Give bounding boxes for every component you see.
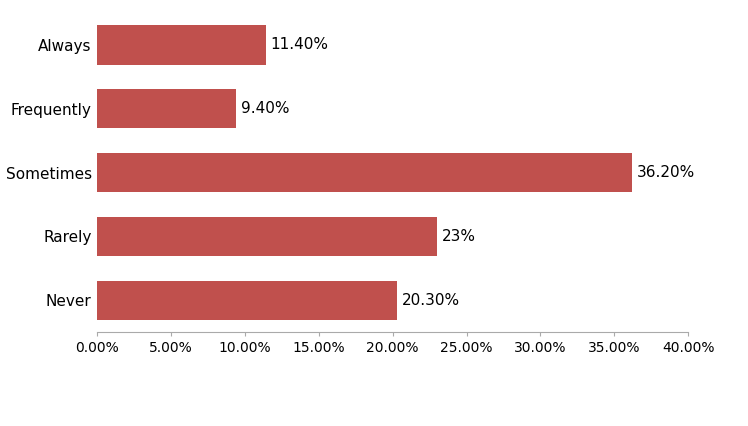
Bar <box>97 25 266 64</box>
Text: 36.20%: 36.20% <box>637 165 695 180</box>
Bar <box>97 153 632 193</box>
Text: 11.40%: 11.40% <box>270 37 328 52</box>
Bar <box>97 281 397 320</box>
Text: 23%: 23% <box>441 229 476 244</box>
Bar <box>97 216 437 256</box>
Bar <box>97 89 236 128</box>
Text: 20.30%: 20.30% <box>402 293 460 308</box>
Text: 9.40%: 9.40% <box>241 101 289 116</box>
